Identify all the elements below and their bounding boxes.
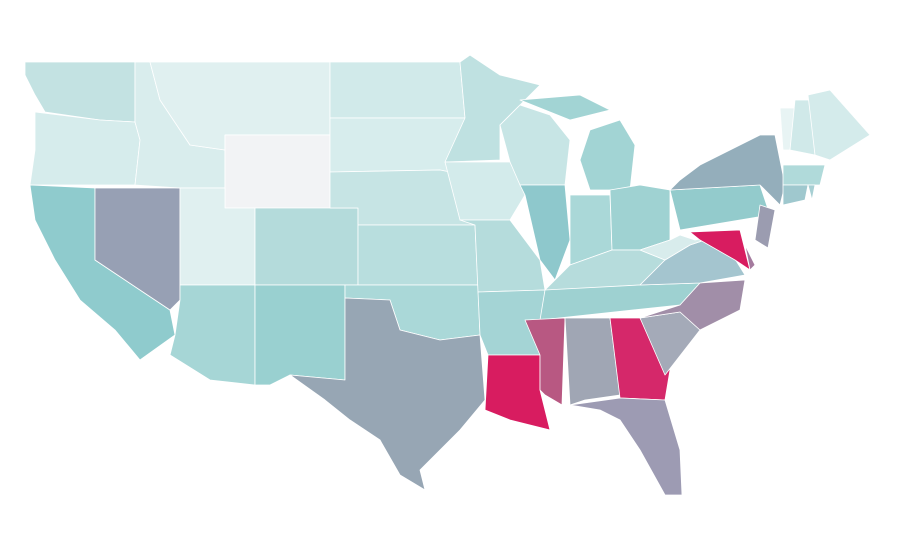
state <box>254 284 346 386</box>
state <box>579 119 636 191</box>
state <box>782 184 809 206</box>
state <box>94 187 181 311</box>
state <box>569 397 683 496</box>
state <box>254 207 359 286</box>
state <box>357 224 479 286</box>
state <box>609 184 671 251</box>
state <box>519 94 611 121</box>
state <box>29 111 141 186</box>
state <box>329 61 466 119</box>
state <box>807 184 816 201</box>
state <box>609 317 671 401</box>
state <box>639 234 721 261</box>
state <box>444 161 526 221</box>
state <box>744 244 756 271</box>
state <box>689 229 751 271</box>
state <box>782 164 826 186</box>
state <box>224 134 331 209</box>
state <box>499 104 571 186</box>
state <box>169 284 256 386</box>
state <box>807 89 871 161</box>
state <box>329 117 466 176</box>
state <box>564 317 621 406</box>
state <box>754 204 776 249</box>
state <box>289 297 486 491</box>
state <box>639 279 746 331</box>
state <box>669 184 771 231</box>
